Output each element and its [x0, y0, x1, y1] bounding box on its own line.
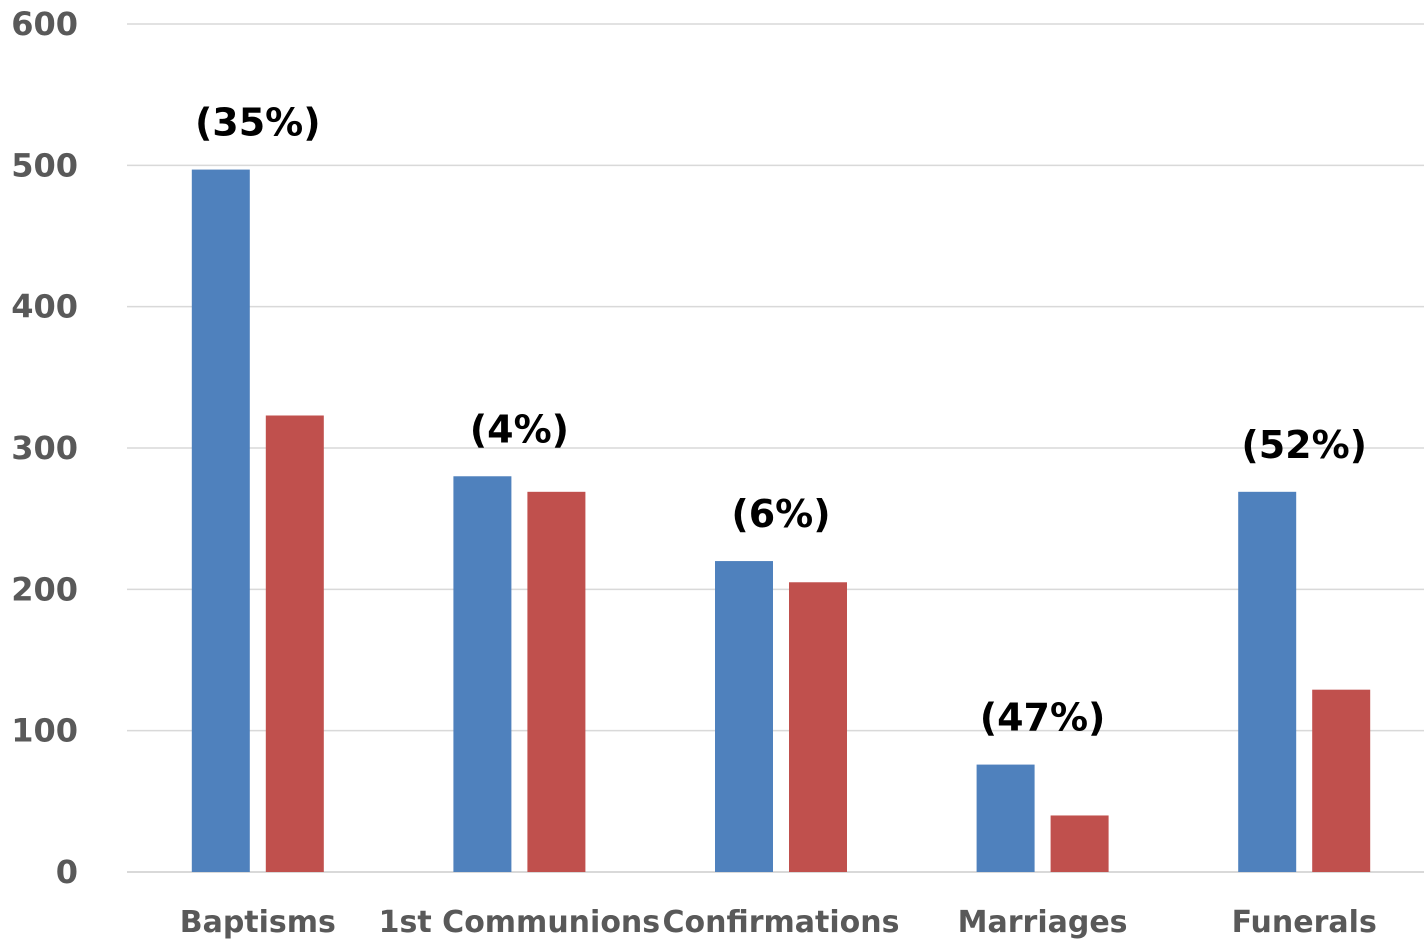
category-label: Funerals [1232, 905, 1377, 940]
bar-series2-funerals [1312, 689, 1371, 872]
bar-series1-confirmations [715, 561, 773, 872]
gridlines [127, 23, 1424, 873]
y-tick-label: 400 [11, 288, 78, 326]
category-label: Confirmations [663, 905, 900, 940]
x-axis-category-labels: Baptisms 1st Communions Confirmations Marri… [180, 905, 1377, 940]
category-label: Marriages [958, 905, 1128, 940]
y-tick-label: 200 [11, 570, 78, 608]
percent-change-label: (52%) [1241, 423, 1367, 467]
percent-change-label: (47%) [980, 696, 1106, 740]
category-label: 1st Communions [379, 905, 660, 940]
y-tick-label: 100 [11, 712, 78, 750]
y-axis-tick-labels: 0 100 200 300 400 500 600 [11, 5, 78, 891]
percent-annotations: (35%) (4%) (6%) (47%) (52%) [195, 101, 1367, 740]
percent-change-label: (6%) [731, 492, 830, 536]
bar-series2-baptisms [265, 415, 324, 872]
bars [191, 169, 1371, 872]
y-tick-label: 300 [11, 429, 78, 467]
bar-series2-marriages [1050, 815, 1109, 872]
bar-series2-1st-communions [527, 491, 586, 872]
percent-change-label: (4%) [470, 407, 569, 451]
bar-series1-1st-communions [453, 476, 512, 872]
bar-series2-confirmations [789, 582, 847, 872]
percent-change-label: (35%) [195, 101, 321, 145]
y-tick-label: 0 [56, 853, 78, 891]
bar-series1-marriages [976, 764, 1035, 872]
bar-series1-funerals [1238, 491, 1297, 872]
bar-series1-baptisms [191, 169, 250, 872]
y-tick-label: 500 [11, 146, 78, 184]
category-label: Baptisms [180, 905, 336, 940]
y-tick-label: 600 [11, 5, 78, 43]
